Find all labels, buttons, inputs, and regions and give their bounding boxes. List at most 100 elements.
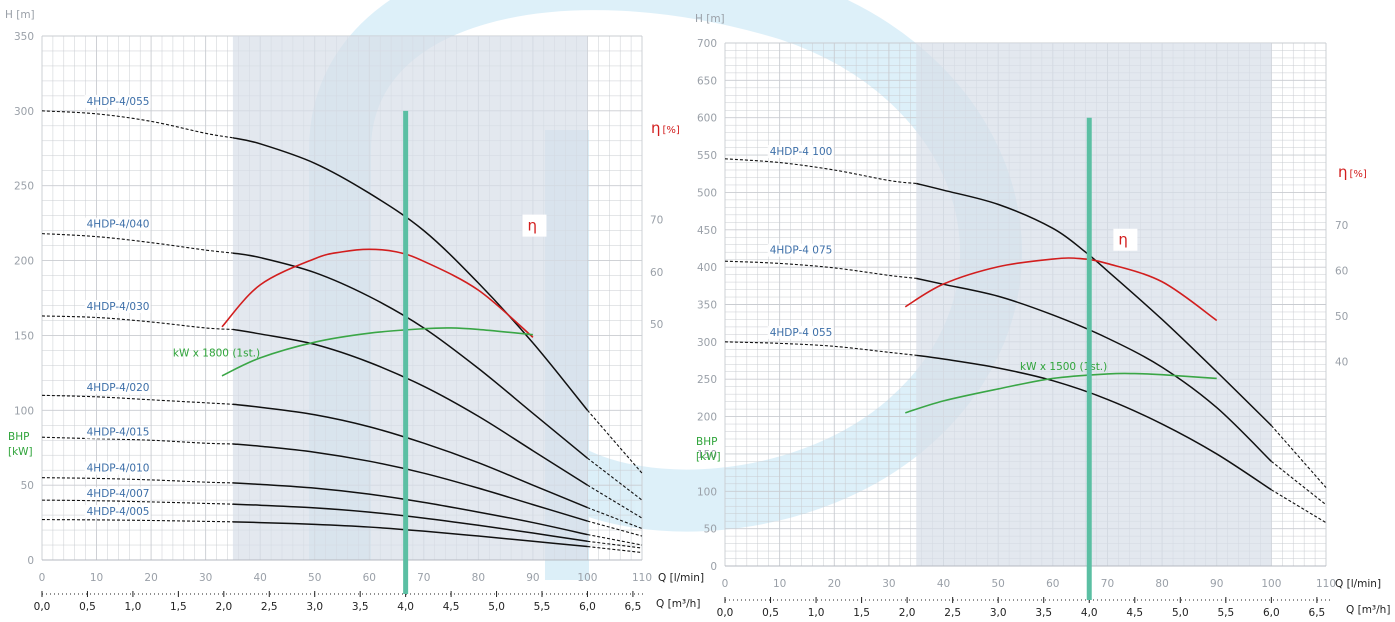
q-m3h-tick-label: 2,5 bbox=[944, 607, 961, 619]
y-tick-label: 650 bbox=[697, 75, 717, 87]
power-curve bbox=[905, 372, 1217, 414]
series-label-bg bbox=[84, 505, 151, 519]
x-tick-label: 10 bbox=[90, 572, 103, 584]
head-curve-dashed-left bbox=[724, 260, 917, 279]
series-label-bg bbox=[84, 299, 151, 313]
power-curve-label: kW x 1500 (1st.) bbox=[1020, 361, 1107, 373]
y-tick-label: 300 bbox=[14, 106, 34, 118]
efficiency-curve-label: η bbox=[527, 217, 537, 235]
x-tick-label: 70 bbox=[1101, 578, 1114, 590]
head-curve-dashed-right bbox=[587, 540, 643, 549]
head-curve-4hdp-4-007: 4HDP-4/007 bbox=[41, 487, 643, 549]
head-curve-solid bbox=[916, 354, 1272, 491]
efficiency-label-bg bbox=[1113, 228, 1138, 251]
series-label-bg bbox=[84, 94, 151, 108]
head-curve-dashed-right bbox=[587, 409, 643, 474]
y-tick-label: 350 bbox=[697, 300, 717, 312]
y-tick-label: 200 bbox=[14, 256, 34, 268]
power-curve-label: kW x 1800 (1st.) bbox=[173, 347, 260, 359]
q-m3h-tick-label: 0,5 bbox=[762, 607, 779, 619]
power-axis-label: [kW] bbox=[8, 446, 33, 458]
x-tick-label: 80 bbox=[1155, 578, 1168, 590]
q-m3h-tick-label: 5,5 bbox=[1217, 607, 1234, 619]
y-axis-label: H [m] bbox=[5, 9, 35, 21]
power-axis-label: BHP bbox=[696, 436, 717, 448]
x-tick-label: 50 bbox=[308, 572, 321, 584]
head-curve-4hdp-4-020: 4HDP-4/020 bbox=[41, 380, 643, 530]
x-tick-label: 100 bbox=[1261, 578, 1281, 590]
efficiency-axis-label: η [%] bbox=[651, 119, 680, 137]
series-label-bg bbox=[84, 380, 151, 394]
y-tick-label: 300 bbox=[697, 337, 717, 349]
head-curve-dashed-left bbox=[724, 341, 917, 356]
head-curve-dashed-left bbox=[41, 233, 233, 254]
q-m3h-tick-label: 3,5 bbox=[352, 601, 369, 613]
power-axis-label: BHP bbox=[8, 431, 29, 443]
operating-range-band bbox=[916, 43, 1272, 566]
series-label-bg bbox=[767, 145, 834, 159]
q-m3h-tick-label: 0,0 bbox=[717, 607, 734, 619]
x-tick-label: 30 bbox=[199, 572, 212, 584]
operating-range-band bbox=[232, 36, 588, 560]
q-m3h-tick-label: 3,5 bbox=[1035, 607, 1052, 619]
efficiency-tick-label: 50 bbox=[1335, 311, 1348, 323]
head-curve-solid bbox=[232, 137, 589, 411]
q-m3h-tick-label: 3,0 bbox=[306, 601, 323, 613]
y-tick-label: 350 bbox=[14, 31, 34, 43]
x-tick-label: 40 bbox=[937, 578, 950, 590]
q-m3h-tick-label: 1,5 bbox=[170, 601, 187, 613]
efficiency-tick-label: 70 bbox=[650, 214, 663, 226]
head-curve-dashed-left bbox=[41, 315, 233, 330]
x-tick-label: 0 bbox=[722, 578, 729, 590]
x-tick-label: 60 bbox=[1046, 578, 1059, 590]
x-tick-label: 80 bbox=[472, 572, 485, 584]
series-label-bg bbox=[767, 325, 834, 339]
y-tick-label: 250 bbox=[14, 181, 34, 193]
head-curve-4hdp-4-010: 4HDP-4/010 bbox=[41, 461, 643, 546]
y-tick-label: 250 bbox=[697, 374, 717, 386]
x-tick-label: 10 bbox=[773, 578, 786, 590]
y-tick-label: 550 bbox=[697, 150, 717, 162]
y-tick-label: 400 bbox=[697, 262, 717, 274]
efficiency-label-bg bbox=[522, 214, 547, 237]
head-curve-dashed-left bbox=[724, 158, 917, 185]
head-curve-dashed-left bbox=[41, 110, 233, 139]
series-label: 4HDP-4/055 bbox=[87, 96, 150, 108]
head-curve-dashed-right bbox=[1271, 460, 1327, 506]
y-tick-label: 0 bbox=[27, 555, 34, 567]
series-label: 4HDP-4/040 bbox=[87, 219, 150, 231]
q-m3h-tick-label: 1,0 bbox=[808, 607, 825, 619]
power-curve bbox=[221, 327, 533, 377]
q-m3h-tick-label: 6,0 bbox=[579, 601, 596, 613]
head-curve-dashed-right bbox=[1270, 425, 1327, 488]
x-tick-label: 30 bbox=[882, 578, 895, 590]
series-label-bg bbox=[84, 461, 151, 475]
series-label-bg bbox=[84, 217, 151, 231]
x-axis-label: Q [l/min] bbox=[1335, 578, 1381, 590]
series-label-bg bbox=[84, 425, 151, 439]
x-tick-label: 20 bbox=[828, 578, 841, 590]
head-curve-4hdp-4-100: 4HDP-4 100 bbox=[724, 145, 1327, 488]
series-label: 4HDP-4/030 bbox=[87, 301, 150, 313]
x-tick-label: 0 bbox=[39, 572, 46, 584]
series-label: 4HDP-4/005 bbox=[87, 506, 150, 518]
x-tick-label: 90 bbox=[526, 572, 539, 584]
x-tick-label: 40 bbox=[253, 572, 266, 584]
y-tick-label: 150 bbox=[697, 449, 717, 461]
head-curve-dashed-right bbox=[587, 484, 643, 519]
head-curve-dashed-right bbox=[1271, 489, 1327, 524]
efficiency-tick-label: 40 bbox=[1335, 356, 1348, 368]
head-curve-dashed-right bbox=[587, 534, 643, 546]
power-axis-label: [kW] bbox=[696, 451, 721, 463]
q-m3h-tick-label: 6,0 bbox=[1263, 607, 1280, 619]
y-tick-label: 700 bbox=[697, 38, 717, 50]
q-m3h-tick-label: 5,0 bbox=[488, 601, 505, 613]
x-tick-label: 100 bbox=[577, 572, 597, 584]
q-m3h-tick-label: 6,5 bbox=[625, 601, 642, 613]
q-m3h-tick-label: 3,0 bbox=[990, 607, 1007, 619]
series-label: 4HDP-4 055 bbox=[770, 327, 833, 339]
head-curve-solid bbox=[232, 503, 588, 543]
q-m3h-tick-label: 2,0 bbox=[899, 607, 916, 619]
x-tick-label: 110 bbox=[632, 572, 652, 584]
